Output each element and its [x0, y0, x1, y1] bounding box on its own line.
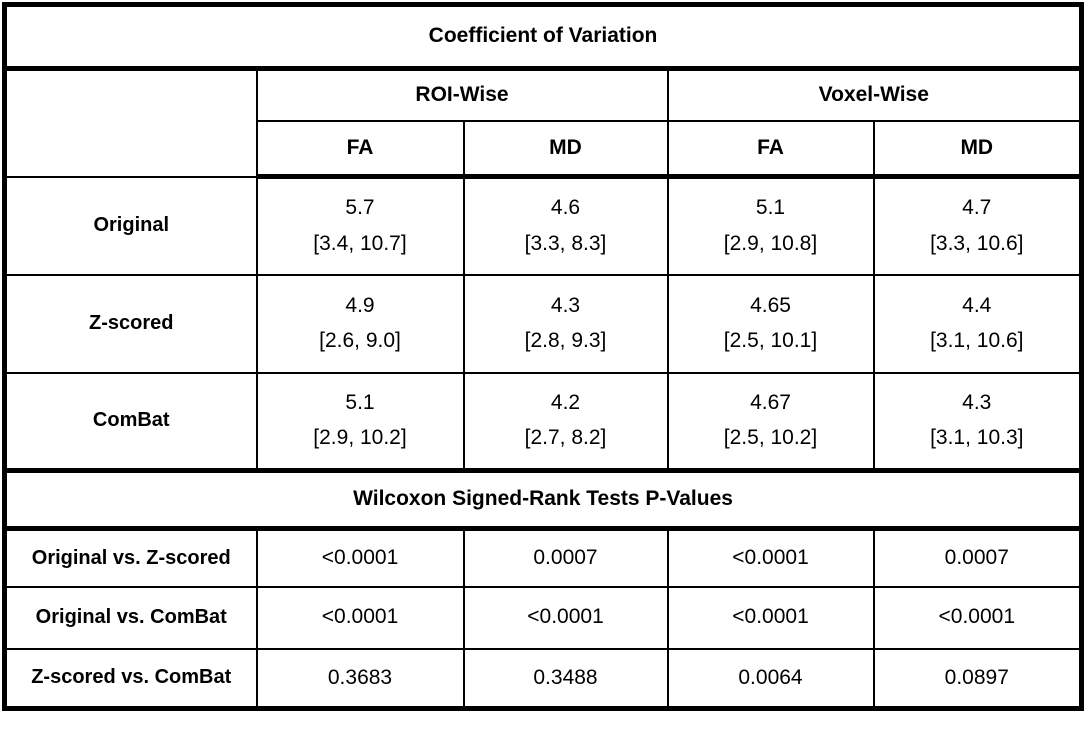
cv-ci: [2.8, 9.3]	[524, 329, 607, 352]
cv-value: 5.1	[345, 390, 375, 414]
row-label-original: Original	[3, 175, 258, 276]
cv-row-combat: ComBat 5.1 [2.9, 10.2] 4.2 [2.7, 8.2] 4.67…	[3, 371, 1083, 472]
cv-cell: 4.65 [2.5, 10.1]	[666, 273, 875, 374]
cv-value: 4.6	[550, 196, 581, 220]
subheader-row: FA MD FA MD	[5, 119, 1083, 179]
cv-cell: 4.67 [2.5, 10.2]	[666, 371, 875, 472]
pvalue-cell: <0.0001	[255, 585, 465, 650]
pvalue-cell: <0.0001	[462, 585, 669, 650]
cv-ci: [3.4, 10.7]	[313, 231, 407, 255]
subheader-voxel-fa: FA	[666, 119, 875, 179]
cv-ci: [2.5, 10.2]	[723, 426, 818, 450]
cv-cell: 5.1 [2.9, 10.2]	[255, 371, 465, 472]
pvalue-cell: 0.3488	[462, 647, 669, 711]
cv-value: 4.65	[750, 293, 791, 317]
pvalue-cell: <0.0001	[255, 527, 465, 588]
cv-ci: [2.9, 10.2]	[313, 426, 407, 450]
subheader-roi-md: MD	[462, 119, 669, 179]
cv-value: 4.7	[962, 196, 992, 220]
cv-ci: [3.1, 10.3]	[930, 426, 1024, 450]
cv-value: 4.4	[962, 293, 992, 317]
cv-cell: 4.9 [2.6, 9.0]	[255, 273, 465, 374]
col-group-voxel-wise: Voxel-Wise	[666, 67, 1083, 122]
pvalue-row-original-vs-z-scored: Original vs. Z-scored <0.0001 0.0007 <0.…	[3, 527, 1083, 588]
pvalue-cell: <0.0001	[872, 585, 1083, 650]
row-label-combat: ComBat	[3, 371, 258, 472]
cv-ci: [3.3, 10.6]	[930, 231, 1024, 255]
row-label-original-vs-z-scored: Original vs. Z-scored	[3, 527, 258, 588]
pvalue-row-z-scored-vs-combat: Z-scored vs. ComBat 0.3683 0.3488 0.0064…	[3, 647, 1083, 711]
cv-value: 4.9	[345, 293, 375, 317]
pvalue-cell: 0.0007	[462, 527, 669, 588]
cv-cell: 5.7 [3.4, 10.7]	[255, 175, 465, 276]
col-group-roi-wise: ROI-Wise	[255, 67, 669, 122]
cv-value: 5.7	[345, 196, 375, 220]
cv-cell: 4.6 [3.3, 8.3]	[462, 175, 669, 276]
cv-ci: [2.6, 9.0]	[319, 329, 401, 352]
pvalues-section-row: Wilcoxon Signed-Rank Tests P-Values	[3, 468, 1083, 531]
subheader-roi-fa: FA	[255, 119, 465, 179]
pvalue-cell: 0.3683	[255, 647, 465, 711]
cv-cell: 4.4 [3.1, 10.6]	[872, 273, 1083, 374]
cv-cell: 4.3 [3.1, 10.3]	[872, 371, 1083, 472]
cv-value: 4.2	[550, 390, 581, 414]
pvalues-section-title: Wilcoxon Signed-Rank Tests P-Values	[3, 468, 1083, 531]
cv-statistics-table: Coefficient of Variation ROI-Wise Voxel-…	[2, 2, 1085, 711]
table-title-row: Coefficient of Variation	[3, 3, 1083, 71]
cv-cell: 4.2 [2.7, 8.2]	[462, 371, 669, 472]
pvalue-cell: 0.0064	[666, 647, 875, 711]
cv-value: 4.3	[550, 293, 581, 317]
pvalue-cell: 0.0897	[872, 647, 1083, 711]
pvalue-row-original-vs-combat: Original vs. ComBat <0.0001 <0.0001 <0.0…	[3, 585, 1083, 650]
pvalue-cell: 0.0007	[872, 527, 1083, 588]
pvalue-cell: <0.0001	[666, 585, 875, 650]
cv-cell: 4.3 [2.8, 9.3]	[462, 273, 669, 374]
cv-ci: [2.7, 8.2]	[524, 426, 607, 450]
column-group-row: ROI-Wise Voxel-Wise	[3, 67, 1083, 178]
cv-ci: [3.1, 10.6]	[930, 329, 1024, 352]
cv-cell: 4.7 [3.3, 10.6]	[872, 175, 1083, 276]
table-title: Coefficient of Variation	[3, 3, 1083, 71]
cv-ci: [3.3, 8.3]	[524, 231, 607, 255]
row-label-z-scored: Z-scored	[3, 273, 258, 374]
cv-row-original: Original 5.7 [3.4, 10.7] 4.6 [3.3, 8.3] 5.…	[3, 175, 1083, 276]
pvalue-cell: <0.0001	[666, 527, 875, 588]
cv-row-z-scored: Z-scored 4.9 [2.6, 9.0] 4.3 [2.8, 9.3] 4.6…	[3, 273, 1083, 374]
subheader-voxel-md: MD	[872, 119, 1083, 179]
cv-value: 5.1	[755, 196, 786, 220]
row-label-original-vs-combat: Original vs. ComBat	[3, 585, 258, 650]
cv-ci: [2.5, 10.1]	[723, 329, 818, 352]
cv-cell: 5.1 [2.9, 10.8]	[666, 175, 875, 276]
cv-value: 4.67	[750, 390, 791, 414]
cv-value: 4.3	[962, 390, 992, 414]
cv-ci: [2.9, 10.8]	[723, 231, 818, 255]
corner-empty-cell	[3, 67, 258, 178]
row-label-z-scored-vs-combat: Z-scored vs. ComBat	[3, 647, 258, 711]
